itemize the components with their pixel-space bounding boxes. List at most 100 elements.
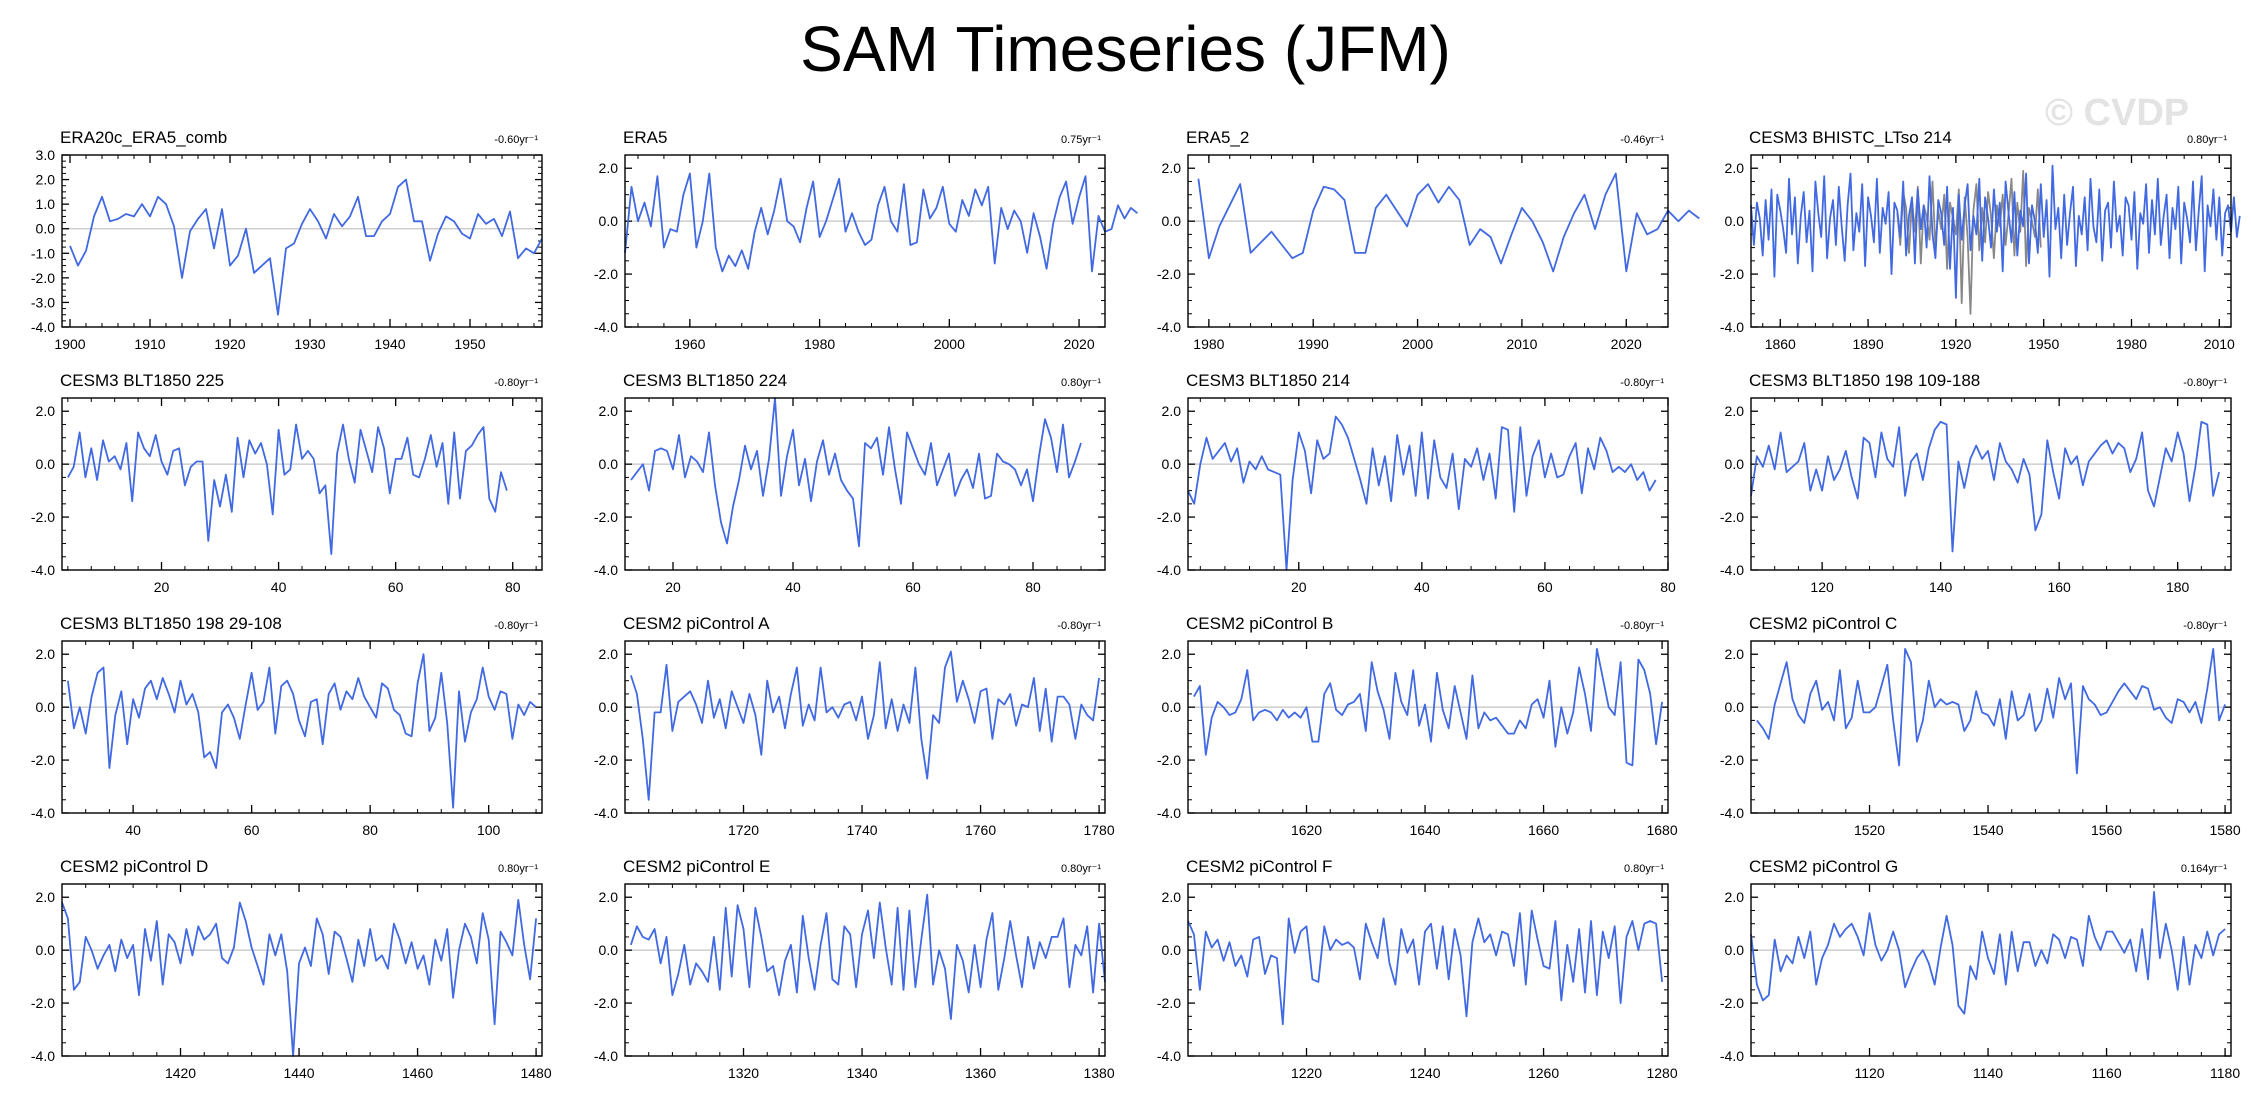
chart-title: ERA20c_ERA5_comb (60, 128, 227, 147)
y-tick-label: 2.0 (1725, 160, 1745, 176)
plot-frame (61, 883, 543, 1057)
x-tick-label: 1660 (1528, 822, 1559, 838)
x-tick-label: 40 (271, 579, 287, 595)
x-tick-label: 1990 (1298, 336, 1329, 352)
x-tick-label: 20 (154, 579, 170, 595)
y-tick-label: 0.0 (36, 942, 56, 958)
plot-frame (61, 154, 543, 328)
y-tick-label: -3.0 (31, 294, 55, 310)
page-title: SAM Timeseries (JFM) (800, 13, 1451, 85)
chart-panel: CESM2 piControl E 0.80yr⁻¹ -4.0 -2.0 0.0 2.0 1… (594, 857, 1115, 1081)
x-tick-label: 60 (905, 579, 921, 595)
x-tick-label: 1120 (1854, 1065, 1884, 1081)
y-tick-label: -4.0 (594, 1048, 618, 1064)
series-line (1750, 891, 2226, 1015)
chart-panel: ERA5 0.75yr⁻¹ -4.0 -2.0 0.0 2.0 1960 1980 2000 20… (594, 128, 1138, 352)
y-tick-label: 2.0 (599, 160, 619, 176)
y-tick-label: -2.0 (1720, 752, 1744, 768)
x-tick-label: 1720 (728, 822, 759, 838)
trend-label: -0.46yr⁻¹ (1620, 134, 1664, 146)
x-tick-label: 1980 (1193, 336, 1224, 352)
x-tick-label: 1980 (804, 336, 835, 352)
chart-panel: CESM3 BLT1850 214 -0.80yr⁻¹ -4.0 -2.0 0.0 2.0… (1157, 371, 1676, 595)
x-tick-label: 1780 (1083, 822, 1114, 838)
x-tick-label: 1280 (1646, 1065, 1677, 1081)
x-tick-label: 1160 (2092, 1065, 2122, 1081)
series-line (69, 178, 543, 316)
y-tick-label: -2.0 (1157, 509, 1181, 525)
chart-title: CESM2 piControl G (1749, 857, 1898, 876)
trend-label: -0.80yr⁻¹ (494, 620, 538, 632)
x-tick-label: 1980 (2116, 336, 2147, 352)
y-tick-label: -2.0 (31, 995, 55, 1011)
y-tick-label: 2.0 (1162, 160, 1182, 176)
trend-label: -0.80yr⁻¹ (2183, 377, 2227, 389)
y-tick-label: 0.0 (599, 699, 619, 715)
x-tick-label: 1620 (1291, 822, 1322, 838)
x-tick-label: 1580 (2209, 822, 2240, 838)
x-tick-label: 40 (785, 579, 801, 595)
series-line (1756, 648, 2226, 775)
trend-label: -0.80yr⁻¹ (2183, 620, 2227, 632)
x-tick-label: 80 (1025, 579, 1041, 595)
series-line (67, 653, 537, 809)
series-line (630, 650, 1100, 801)
x-tick-label: 1640 (1409, 822, 1440, 838)
chart-title: ERA5_2 (1186, 128, 1249, 147)
y-tick-label: -2.0 (31, 752, 55, 768)
x-tick-label: 2020 (1611, 336, 1642, 352)
chart-title: CESM3 BLT1850 198 109-188 (1749, 371, 1980, 390)
x-tick-label: 1480 (520, 1065, 551, 1081)
x-tick-label: 1320 (728, 1065, 759, 1081)
x-tick-label: 80 (362, 822, 378, 838)
trend-label: 0.80yr⁻¹ (2187, 134, 2227, 146)
y-tick-label: 2.0 (1725, 646, 1745, 662)
series-line (1193, 648, 1663, 767)
x-tick-label: 80 (505, 579, 521, 595)
trend-label: -0.80yr⁻¹ (1620, 377, 1664, 389)
x-tick-label: 1180 (2210, 1065, 2240, 1081)
y-tick-label: -4.0 (31, 1048, 55, 1064)
y-tick-label: -2.0 (1720, 995, 1744, 1011)
x-tick-label: 1340 (846, 1065, 877, 1081)
x-tick-label: 60 (1537, 579, 1553, 595)
x-tick-label: 1540 (1972, 822, 2003, 838)
plot-frame (1750, 883, 2232, 1057)
y-tick-label: 2.0 (1162, 889, 1182, 905)
y-tick-label: -2.0 (1157, 266, 1181, 282)
y-tick-label: 0.0 (1725, 456, 1745, 472)
x-tick-label: 80 (1660, 579, 1676, 595)
trend-label: 0.80yr⁻¹ (498, 863, 538, 875)
chart-title: CESM3 BHISTC_LTso 214 (1749, 128, 1952, 147)
chart-title: CESM2 piControl A (623, 614, 770, 633)
trend-label: -0.60yr⁻¹ (494, 134, 538, 146)
y-tick-label: 0.0 (36, 456, 56, 472)
chart-title: CESM2 piControl D (60, 857, 208, 876)
trend-label: -0.80yr⁻¹ (1057, 620, 1101, 632)
x-tick-label: 140 (1929, 579, 1953, 595)
x-tick-label: 40 (1414, 579, 1430, 595)
chart-title: CESM2 piControl F (1186, 857, 1332, 876)
plot-frame (61, 397, 543, 571)
chart-panel: CESM2 piControl B -0.80yr⁻¹ -4.0 -2.0 0.0 2.0… (1157, 614, 1678, 838)
y-tick-label: -2.0 (31, 509, 55, 525)
y-tick-label: 0.0 (36, 221, 56, 237)
y-tick-label: 2.0 (599, 403, 619, 419)
chart-panel: CESM3 BLT1850 224 0.80yr⁻¹ -4.0 -2.0 0.0 2.0 2… (594, 371, 1106, 595)
y-tick-label: -2.0 (1157, 995, 1181, 1011)
x-tick-label: 2010 (1506, 336, 1537, 352)
x-tick-label: 1460 (402, 1065, 433, 1081)
plot-frame (1187, 397, 1669, 571)
y-tick-label: -4.0 (1157, 562, 1181, 578)
chart-title: CESM3 BLT1850 224 (623, 371, 787, 390)
chart-title: CESM2 piControl B (1186, 614, 1333, 633)
trend-label: 0.75yr⁻¹ (1061, 134, 1101, 146)
chart-panel: CESM2 piControl F 0.80yr⁻¹ -4.0 -2.0 0.0 2.0 1… (1157, 857, 1678, 1081)
plot-frame (1750, 640, 2232, 814)
x-tick-label: 1440 (283, 1065, 314, 1081)
plot-frame (624, 640, 1106, 814)
chart-panel: CESM3 BLT1850 225 -0.80yr⁻¹ -4.0 -2.0 0.0 2.0… (31, 371, 543, 595)
trend-label: -0.80yr⁻¹ (1620, 620, 1664, 632)
y-tick-label: 2.0 (1725, 889, 1745, 905)
x-tick-label: 1960 (674, 336, 705, 352)
